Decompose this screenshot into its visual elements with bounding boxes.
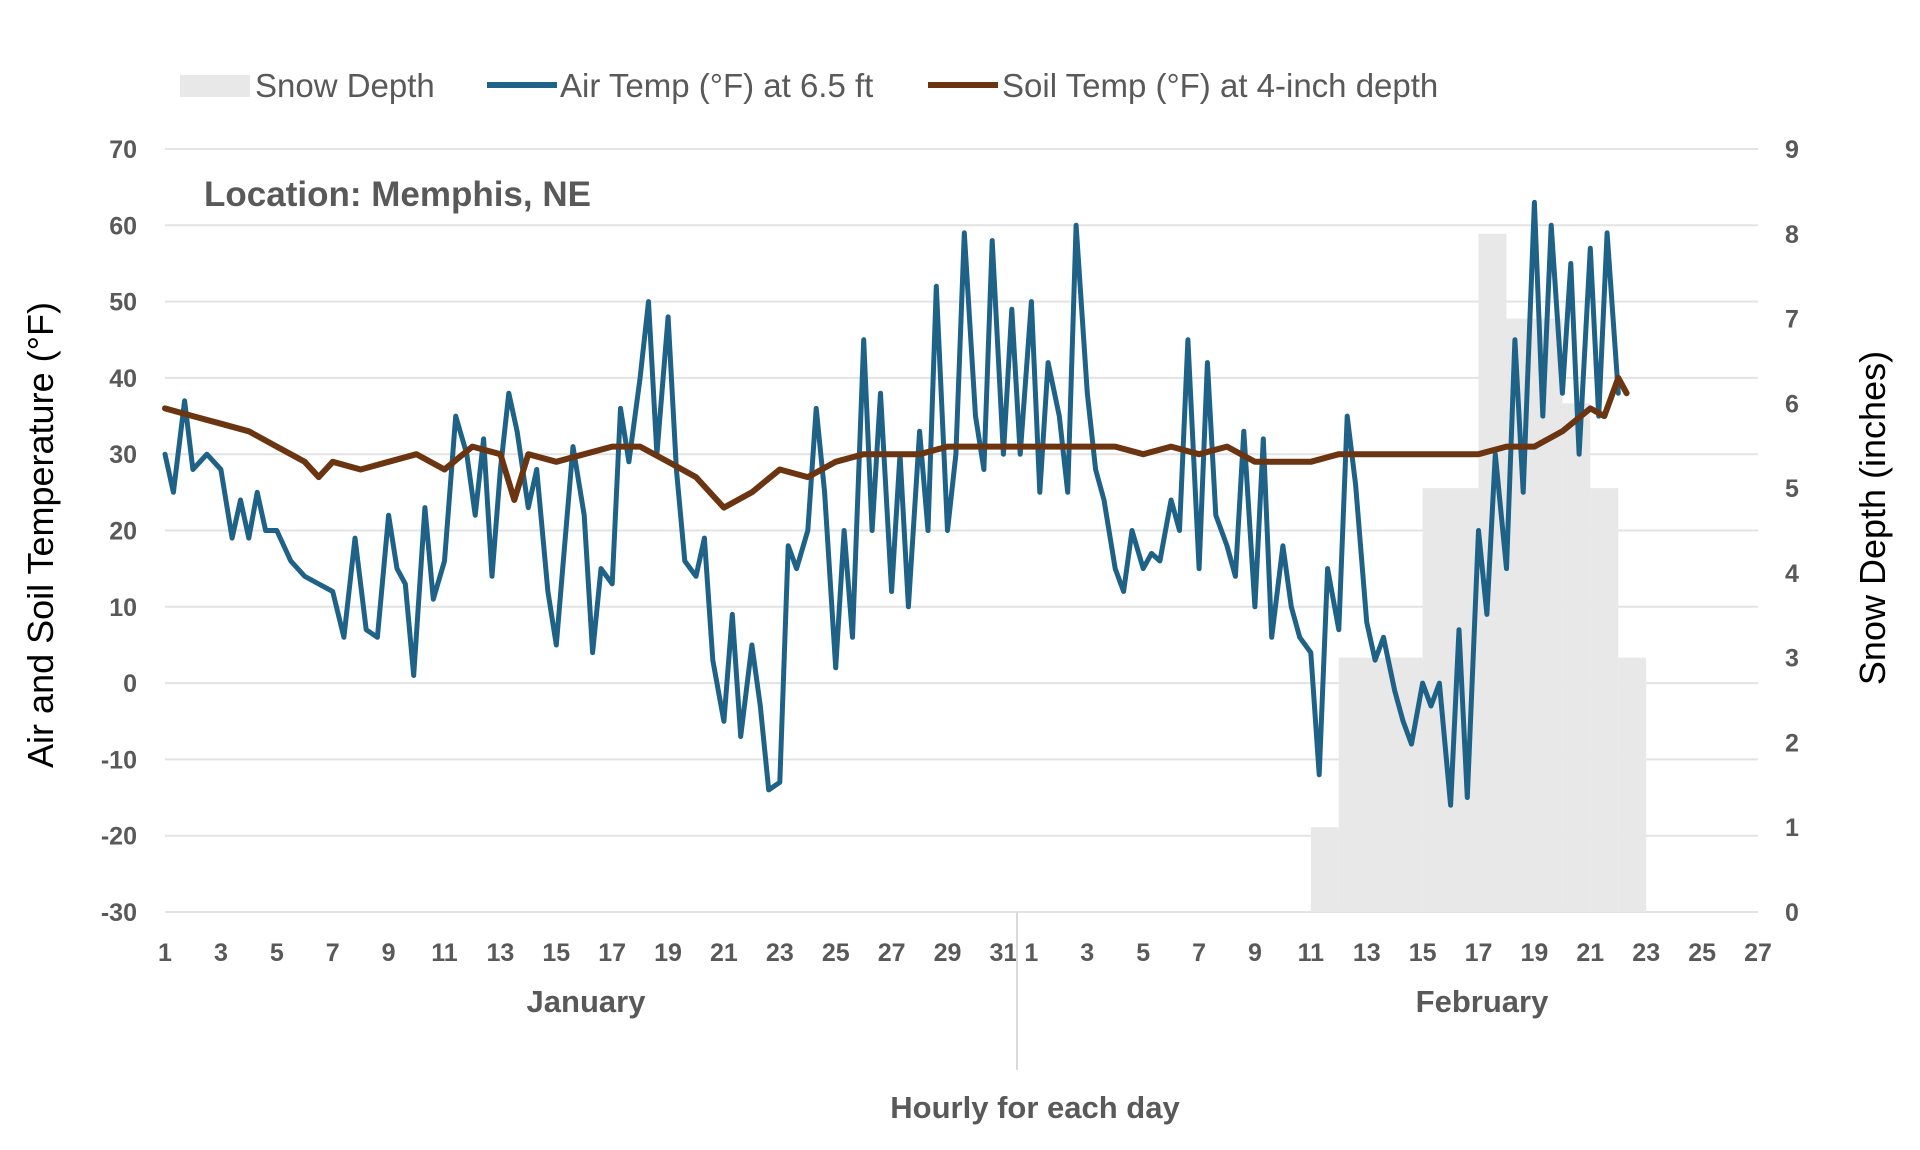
x-tick-label: 1 <box>1024 939 1038 967</box>
x-tick-label: 31 <box>990 939 1018 967</box>
y-axis-right-ticks: 9 8 7 6 5 4 3 2 1 0 <box>1785 136 1799 927</box>
y-left-tick-label: 30 <box>109 441 137 469</box>
x-tick-label: 27 <box>1744 939 1772 967</box>
y-left-tick-label: -30 <box>101 899 137 927</box>
y-left-tick-label: 10 <box>109 594 137 622</box>
y-right-tick-label: 8 <box>1785 221 1799 249</box>
x-tick-label: 29 <box>934 939 962 967</box>
y-right-tick-label: 2 <box>1785 729 1799 757</box>
x-tick-label: 11 <box>431 939 458 967</box>
y-axis-left-ticks: 70 60 50 40 30 20 10 0 -10 -20 -30 <box>101 136 137 927</box>
x-tick-label: 9 <box>382 939 396 967</box>
y-right-tick-label: 0 <box>1785 899 1799 927</box>
x-tick-label: 7 <box>1192 939 1206 967</box>
x-tick-label: 21 <box>1576 939 1604 967</box>
y-left-tick-label: 20 <box>109 518 137 546</box>
x-tick-label: 15 <box>542 939 570 967</box>
legend: Snow Depth Air Temp (°F) at 6.5 ft Soil … <box>180 67 1438 104</box>
y-left-tick-label: -20 <box>101 823 137 851</box>
legend-label-soil-temp: Soil Temp (°F) at 4-inch depth <box>1002 67 1438 104</box>
y-axis-right-title: Snow Depth (inches) <box>1852 351 1893 685</box>
snow-depth-bar <box>1338 657 1423 912</box>
location-annotation: Location: Memphis, NE <box>204 175 591 214</box>
x-tick-label: 17 <box>1465 939 1493 967</box>
y-right-tick-label: 3 <box>1785 645 1799 673</box>
y-right-tick-label: 4 <box>1785 560 1799 588</box>
x-tick-label: 9 <box>1248 939 1262 967</box>
soil-temp-line <box>162 374 1630 511</box>
y-left-tick-label: 60 <box>109 212 137 240</box>
snow-depth-bar <box>1506 318 1563 912</box>
x-tick-label: 13 <box>1353 939 1381 967</box>
y-left-tick-label: 0 <box>123 670 137 698</box>
x-tick-label: 7 <box>326 939 340 967</box>
series-lines <box>162 199 1630 808</box>
legend-label-snow-depth: Snow Depth <box>255 67 435 104</box>
x-tick-label: 17 <box>598 939 626 967</box>
y-axis-left-title: Air and Soil Temperature (°F) <box>20 302 61 768</box>
legend-label-air-temp: Air Temp (°F) at 6.5 ft <box>560 67 873 104</box>
x-tick-label: 21 <box>710 939 738 967</box>
snow-depth-bar <box>1562 403 1591 912</box>
x-tick-label: 1 <box>158 939 172 967</box>
y-right-tick-label: 5 <box>1785 475 1799 503</box>
month-label-february: February <box>1416 984 1549 1019</box>
x-tick-label: 19 <box>654 939 682 967</box>
x-tick-label: 13 <box>486 939 514 967</box>
y-right-tick-label: 9 <box>1785 136 1799 164</box>
legend-swatch-snow-depth <box>180 75 250 97</box>
y-left-tick-label: 50 <box>109 289 137 317</box>
x-axis-title: Hourly for each day <box>890 1090 1180 1125</box>
x-tick-label: 5 <box>1136 939 1150 967</box>
y-left-tick-label: 70 <box>109 136 137 164</box>
month-label-january: January <box>527 984 647 1019</box>
y-left-tick-label: 40 <box>109 365 137 393</box>
x-tick-label: 3 <box>214 939 228 967</box>
x-tick-label: 15 <box>1409 939 1437 967</box>
x-tick-label: 25 <box>822 939 850 967</box>
snow-depth-area <box>1310 233 1647 912</box>
y-right-tick-label: 6 <box>1785 390 1799 418</box>
snow-depth-bar <box>1618 657 1647 912</box>
x-tick-label: 27 <box>878 939 906 967</box>
x-tick-label: 23 <box>766 939 794 967</box>
y-left-tick-label: -10 <box>101 746 137 774</box>
x-tick-label: 19 <box>1521 939 1549 967</box>
air-temp-line <box>162 199 1621 808</box>
y-right-tick-label: 7 <box>1785 306 1799 334</box>
snow-depth-bar <box>1590 488 1619 912</box>
x-tick-label: 11 <box>1298 939 1325 967</box>
x-tick-label: 3 <box>1080 939 1094 967</box>
x-tick-label: 25 <box>1688 939 1716 967</box>
y-right-tick-label: 1 <box>1785 814 1799 842</box>
x-tick-label: 5 <box>270 939 284 967</box>
snow-depth-bar <box>1310 827 1339 912</box>
x-tick-label: 23 <box>1632 939 1660 967</box>
x-axis-ticks: 1 3 5 7 9 11 13 15 17 19 21 23 25 27 29 31 1 3 5 7 9 11 13 15 17… <box>158 939 1772 967</box>
